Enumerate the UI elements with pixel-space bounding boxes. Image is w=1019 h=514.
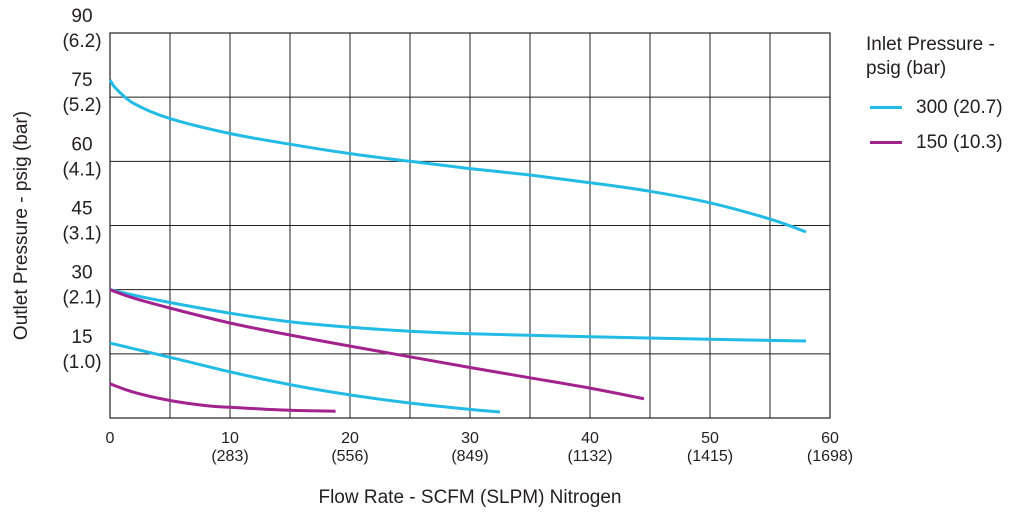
x-tick-label: 0 bbox=[106, 430, 115, 447]
x-tick-label: 30 bbox=[461, 430, 479, 447]
x-tick-label: 50 bbox=[701, 430, 719, 447]
x-tick-label: 10 bbox=[221, 430, 239, 447]
x-tick-label: 20 bbox=[341, 430, 359, 447]
legend-item-150: 150 (10.3) bbox=[870, 125, 1003, 160]
y-tick-label: 90 bbox=[71, 6, 92, 27]
series-line-300 bbox=[109, 288, 807, 343]
y-tick-label-bar: (2.1) bbox=[62, 288, 101, 309]
series-line-300 bbox=[108, 79, 807, 234]
y-tick-label: 60 bbox=[71, 134, 92, 155]
y-axis-title: Outlet Pressure - psig (bar) bbox=[11, 111, 32, 340]
x-tick-label-slpm: (849) bbox=[451, 448, 488, 465]
legend-swatch-300 bbox=[870, 106, 902, 109]
y-tick-label: 75 bbox=[71, 70, 92, 91]
legend-title: Inlet Pressure - psig (bar) bbox=[866, 34, 995, 79]
y-tick-label-bar: (3.1) bbox=[62, 224, 101, 245]
x-tick-label-slpm: (1698) bbox=[807, 448, 853, 465]
y-tick-label-bar: (6.2) bbox=[62, 31, 101, 52]
x-tick-label: 60 bbox=[821, 430, 839, 447]
series-line-150 bbox=[109, 288, 645, 401]
series-line-300 bbox=[109, 341, 501, 414]
y-tick-label: 30 bbox=[71, 263, 92, 284]
legend: 300 (20.7) 150 (10.3) bbox=[870, 90, 1003, 160]
y-tick-label-bar: (1.0) bbox=[62, 352, 101, 373]
y-tick-label-bar: (5.2) bbox=[62, 95, 101, 116]
legend-item-300: 300 (20.7) bbox=[870, 90, 1003, 125]
series-line-150 bbox=[109, 382, 336, 413]
legend-label-150: 150 (10.3) bbox=[916, 131, 1003, 153]
x-tick-label-slpm: (1132) bbox=[567, 448, 612, 465]
x-axis-title: Flow Rate - SCFM (SLPM) Nitrogen bbox=[318, 487, 621, 508]
x-tick-label-slpm: (1415) bbox=[687, 448, 733, 465]
x-tick-label-slpm: (283) bbox=[211, 448, 248, 465]
x-tick-label: 40 bbox=[581, 430, 599, 447]
x-tick-label-slpm: (556) bbox=[331, 448, 368, 465]
legend-swatch-150 bbox=[870, 141, 902, 144]
y-tick-label-bar: (4.1) bbox=[62, 159, 101, 180]
y-tick-label: 45 bbox=[71, 199, 92, 220]
plot-frame bbox=[109, 32, 831, 419]
legend-label-300: 300 (20.7) bbox=[916, 96, 1003, 118]
y-tick-label: 15 bbox=[71, 327, 92, 348]
